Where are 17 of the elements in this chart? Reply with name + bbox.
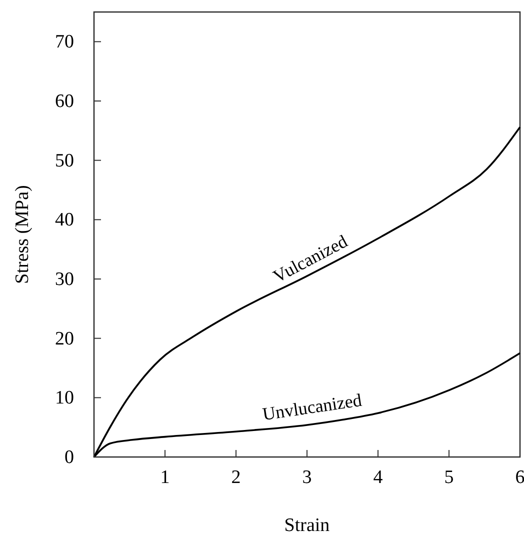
- x-tick-label: 5: [444, 467, 454, 488]
- x-axis-title: Strain: [284, 515, 330, 535]
- x-tick-label: 6: [515, 467, 524, 488]
- y-tick-label: 70: [55, 32, 74, 53]
- y-tick-label: 20: [55, 328, 74, 350]
- text: Unvlucanized: [261, 390, 364, 424]
- y-tick-label: 0: [64, 447, 74, 468]
- x-tick-label: 2: [231, 467, 241, 488]
- y-tick-label: 40: [55, 210, 74, 231]
- y-tick-label: 10: [55, 388, 74, 409]
- x-tick-label: 1: [160, 467, 170, 488]
- y-tick-label: 60: [55, 91, 74, 112]
- y-tick-label: 30: [55, 269, 74, 290]
- y-tick-label: 50: [55, 150, 74, 172]
- x-tick-label: 3: [302, 467, 312, 488]
- y-axis-title: Stress (MPa): [12, 185, 33, 284]
- x-tick-label: 4: [373, 467, 384, 488]
